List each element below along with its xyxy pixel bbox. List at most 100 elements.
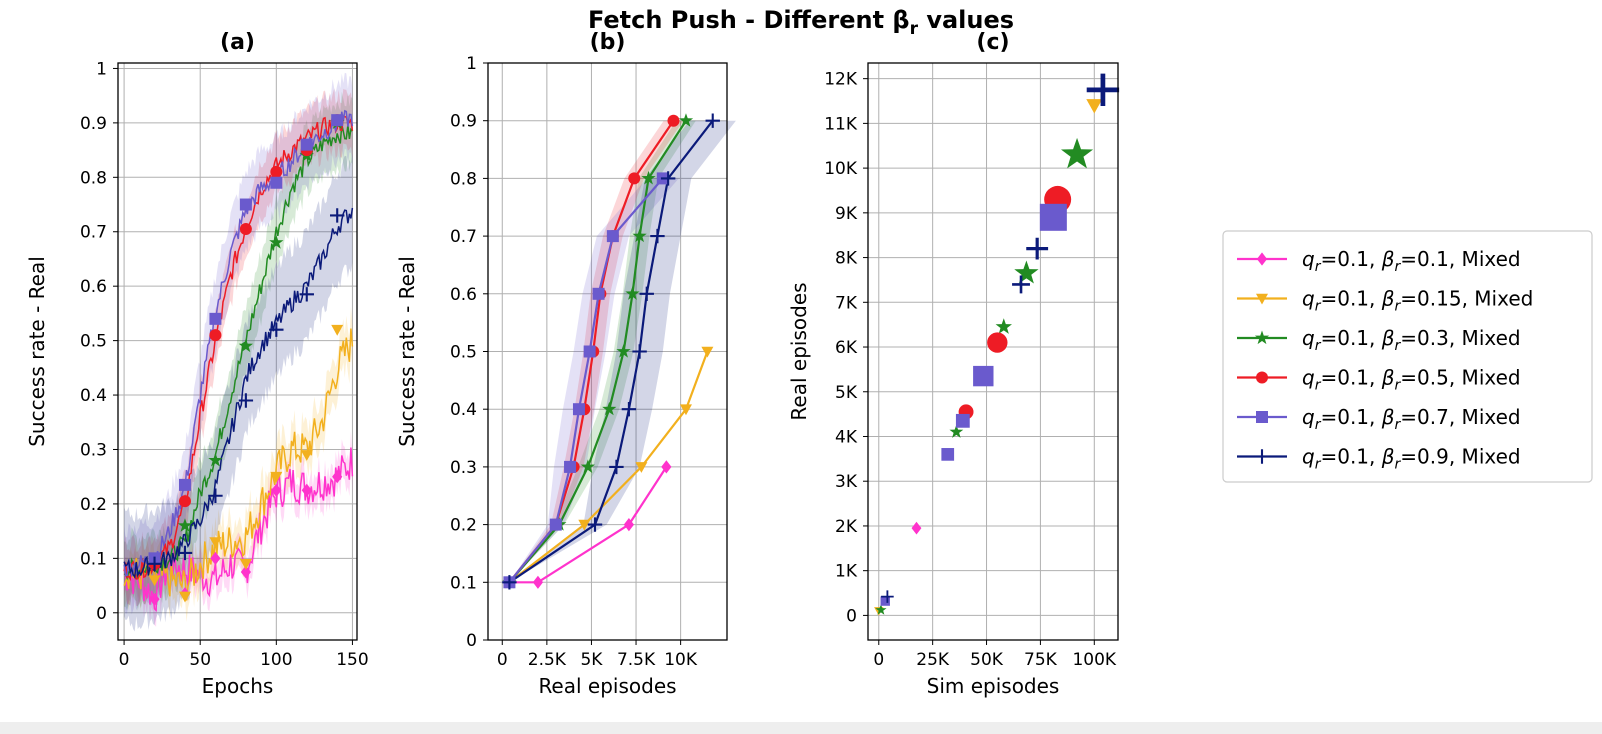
panel-a-line-r-0-15 — [123, 328, 354, 601]
panel-a-marker-r-0-15 — [300, 450, 313, 461]
legend-marker — [1256, 293, 1268, 305]
panel-b-marker-r-0-1 — [661, 460, 672, 474]
panel-a-marker-r-0-5 — [209, 329, 222, 342]
panel-c-ytick-label: 4K — [835, 427, 858, 447]
legend-label-part: q — [1302, 366, 1315, 390]
panel-b-ytick-label: 1 — [466, 54, 477, 74]
panel-a-marker-r-0-9 — [238, 393, 254, 408]
panel-b-xtick-label: 5K — [580, 650, 603, 670]
legend-label-part: β — [1381, 445, 1395, 469]
legend-marker — [1256, 252, 1268, 266]
legend-label-part: r — [1315, 338, 1322, 354]
panel-b-title: (b) — [590, 30, 626, 55]
legend-label-part: =0.1, — [1320, 247, 1381, 271]
panel-a-ytick-label: 1 — [96, 59, 107, 79]
panel-b-marker-r-0-3 — [616, 344, 631, 358]
panel-a-marker-r-0-9 — [330, 208, 345, 223]
legend-marker — [1254, 449, 1270, 464]
panel-c-ytick-label: 11K — [824, 114, 858, 134]
panel-a-marker-r-0-7 — [331, 114, 344, 127]
panel-b-ytick-label: 0.5 — [450, 343, 477, 363]
panel-b-markers — [502, 113, 720, 590]
legend-label-part: =0.1, Mixed — [1400, 247, 1520, 271]
legend-marker — [1254, 330, 1270, 345]
legend-label-part: β — [1381, 366, 1395, 390]
panel-b-marker-r-0-9 — [587, 517, 603, 532]
legend-label-part: r — [1395, 259, 1402, 275]
legend-entry-1: qr=0.1, βr=0.1, Mixed — [1237, 247, 1521, 275]
panel-a-marker-r-0-9 — [208, 488, 223, 503]
panel-a-ytick-label: 0.4 — [80, 386, 107, 406]
panel-a-marker-r-0-15 — [270, 471, 283, 483]
legend-label-part: r — [1315, 299, 1322, 315]
legend-label-part: =0.15, Mixed — [1400, 287, 1533, 311]
panel-c-point-r-0-9 — [1026, 237, 1049, 260]
panel-c-point-r-0-9 — [1086, 73, 1120, 107]
panel-a-line-r-0-9 — [123, 207, 354, 580]
panel-b-ytick-label: 0.9 — [450, 112, 477, 132]
panel-a-band-r-0-3 — [124, 91, 353, 611]
panel-a: 0 50 100 150 0 0.1 0.2 0.3 0.4 0.5 0.6 0.7 0.8 0.9 1 (a… — [25, 30, 369, 698]
panel-a-marker-r-0-15 — [331, 324, 344, 336]
panel-c-ytick-label: 3K — [835, 472, 858, 492]
legend-label-part: β — [1381, 287, 1395, 311]
panel-b-marker-r-0-9 — [650, 228, 665, 244]
panel-c-point-r-0-3 — [949, 424, 964, 438]
panel-a-marker-r-0-9 — [269, 322, 284, 337]
panel-a-marker-r-0-7 — [209, 312, 222, 325]
panel-a-marker-r-0-1 — [210, 551, 221, 565]
panel-b: 0 2.5K 5K 7.5K 10K 0 0.1 0.2 0.3 0.4 0.5 0.6 0.7 0.8 0… — [395, 30, 736, 698]
panel-a-marker-r-0-5 — [239, 223, 252, 236]
legend-label-part: =0.1, — [1320, 405, 1381, 429]
panel-c: 0 25K 50K 75K 100K 0 1K 2K 3K 4K 5K 6K 7K 8K 9K 10K 11K 1… — [787, 30, 1120, 698]
panel-a-ytick-label: 0.5 — [80, 332, 107, 352]
legend-label-part: β — [1381, 247, 1395, 271]
panel-a-marker-r-0-1 — [332, 470, 343, 484]
panel-b-marker-r-0-9 — [502, 575, 517, 590]
legend-entry-3: qr=0.1, βr=0.3, Mixed — [1237, 326, 1521, 354]
legend-entry-5: qr=0.1, βr=0.7, Mixed — [1237, 405, 1521, 433]
panel-a-marker-r-0-7 — [270, 176, 283, 189]
panel-b-marker-r-0-7 — [592, 287, 605, 300]
panel-a-line-r-0-3 — [124, 124, 353, 581]
panel-a-marker-r-0-5 — [270, 165, 283, 178]
legend-label: qr=0.1, βr=0.5, Mixed — [1302, 366, 1521, 394]
panel-b-xtick-label: 10K — [664, 650, 698, 670]
panel-b-marker-r-0-5 — [628, 172, 641, 185]
legend-label: qr=0.1, βr=0.1, Mixed — [1302, 247, 1521, 275]
legend-label-part: q — [1302, 326, 1315, 350]
panel-c-ytick-label: 1K — [835, 562, 858, 582]
panel-c-xtick-label: 100K — [1072, 650, 1116, 670]
panel-b-marker-r-0-15 — [701, 346, 714, 358]
panel-b-marker-r-0-3 — [641, 170, 656, 185]
figure-title: Fetch Push - Different βr values — [588, 6, 1014, 39]
panel-c-xtick-label: 50K — [970, 650, 1004, 670]
panel-c-xtick-label: 0 — [873, 650, 884, 670]
legend-label-part: β — [1381, 326, 1395, 350]
panel-a-marker-r-0-7 — [178, 478, 191, 491]
panel-c-ytick-label: 5K — [835, 383, 858, 403]
panel-c-ytick-label: 12K — [824, 70, 858, 90]
panel-b-marker-r-0-15 — [635, 462, 648, 473]
panel-c-ytick-label: 7K — [835, 293, 858, 313]
panel-b-marker-r-0-7 — [583, 345, 596, 358]
panel-c-ytick-label: 9K — [835, 204, 858, 224]
panel-c-point-r-0-7 — [955, 413, 970, 428]
panel-b-marker-r-0-7 — [549, 518, 562, 531]
panel-a-band-r-0-15 — [124, 306, 353, 623]
legend-label-part: q — [1302, 287, 1315, 311]
panel-c-point-r-0-3 — [875, 604, 887, 615]
bottom-strip — [0, 722, 1602, 734]
panel-b-ytick-label: 0.1 — [450, 573, 477, 593]
panel-a-ytick-label: 0 — [96, 604, 107, 624]
panel-a-ytick-label: 0.2 — [80, 495, 107, 515]
panel-a-ytick-label: 0.3 — [80, 440, 107, 460]
legend-label-part: =0.7, Mixed — [1400, 405, 1520, 429]
panel-b-marker-r-0-9 — [621, 402, 637, 417]
panel-b-marker-r-0-3 — [580, 459, 596, 473]
panel-b-marker-r-0-9 — [632, 344, 647, 359]
panel-a-ytick-label: 0.1 — [80, 549, 107, 569]
panel-c-point-r-0-9 — [1012, 275, 1030, 294]
panel-a-lines — [123, 109, 354, 612]
